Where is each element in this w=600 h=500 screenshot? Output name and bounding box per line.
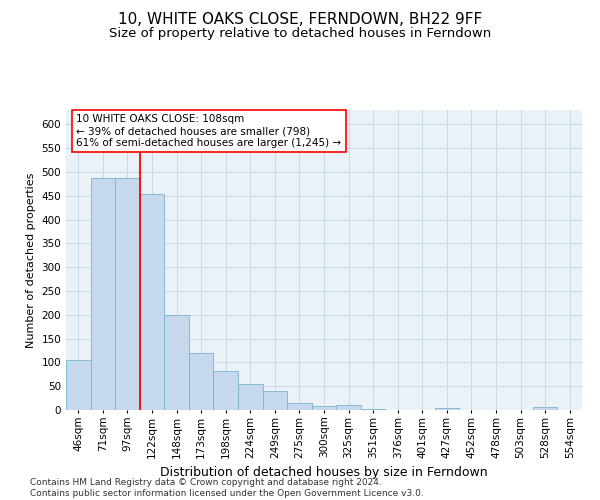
Bar [361,409,385,410]
Bar [91,178,115,410]
Bar [189,353,214,410]
Text: Contains HM Land Registry data © Crown copyright and database right 2024.
Contai: Contains HM Land Registry data © Crown c… [30,478,424,498]
Bar [66,360,91,410]
Bar [263,391,287,410]
Bar [336,405,361,410]
Y-axis label: Number of detached properties: Number of detached properties [26,172,36,348]
Text: 10 WHITE OAKS CLOSE: 108sqm
← 39% of detached houses are smaller (798)
61% of se: 10 WHITE OAKS CLOSE: 108sqm ← 39% of det… [76,114,341,148]
Text: 10, WHITE OAKS CLOSE, FERNDOWN, BH22 9FF: 10, WHITE OAKS CLOSE, FERNDOWN, BH22 9FF [118,12,482,28]
Bar [140,194,164,410]
Text: Size of property relative to detached houses in Ferndown: Size of property relative to detached ho… [109,28,491,40]
Bar [164,315,189,410]
X-axis label: Distribution of detached houses by size in Ferndown: Distribution of detached houses by size … [160,466,488,479]
Bar [214,371,238,410]
Bar [238,384,263,410]
Bar [312,406,336,410]
Bar [434,408,459,410]
Bar [533,407,557,410]
Bar [287,404,312,410]
Bar [115,178,140,410]
